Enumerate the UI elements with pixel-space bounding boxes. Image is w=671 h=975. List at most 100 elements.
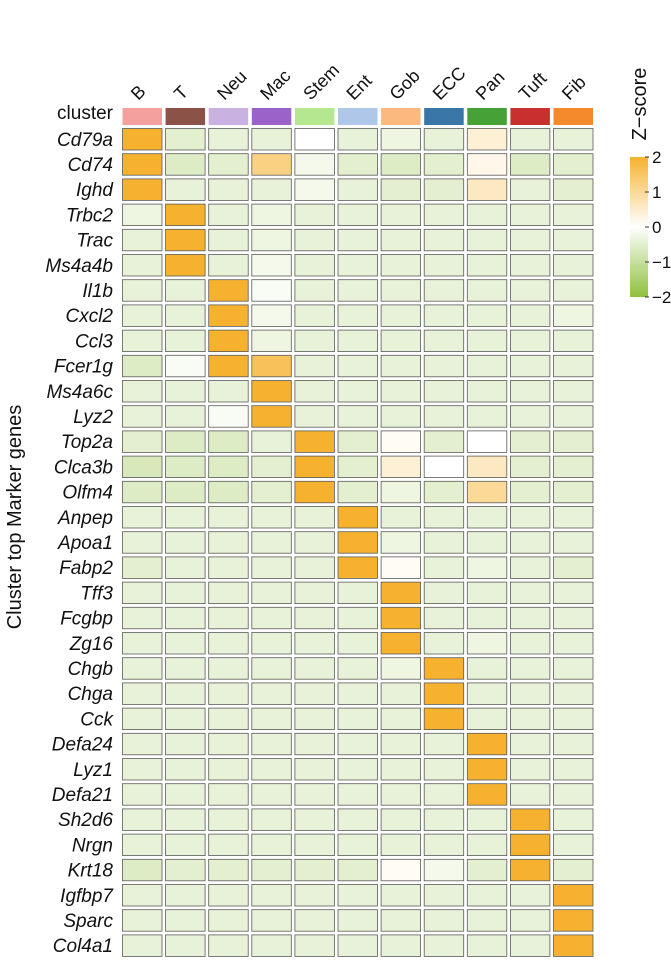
cluster-row-label: cluster: [57, 103, 114, 124]
heatmap-cell: [380, 758, 422, 781]
heatmap-cell: [553, 858, 594, 882]
heatmap-cell: [251, 606, 292, 630]
heatmap-cell: [337, 153, 378, 176]
column-label-tuft: Tuft: [515, 68, 551, 104]
heatmap-cell: [337, 203, 378, 227]
heatmap-cell: [122, 455, 163, 479]
heatmap-cell: [553, 732, 594, 756]
heatmap-cell: [380, 480, 422, 504]
heatmap-cell: [553, 153, 594, 176]
heatmap-cell: [423, 934, 465, 957]
heatmap-cell: [337, 506, 378, 529]
heatmap-cell: [251, 884, 292, 907]
heatmap-cell: [165, 228, 206, 252]
heatmap-cell: [208, 329, 249, 353]
heatmap-cell: [509, 430, 551, 453]
heatmap-cell: [251, 480, 292, 504]
heatmap-cell: [294, 682, 335, 705]
gene-label: Krt18: [68, 861, 114, 882]
heatmap-cell: [122, 228, 163, 252]
gene-label: Il1b: [82, 281, 113, 302]
heatmap-cell: [509, 632, 551, 655]
cluster-swatch-tuft: [510, 108, 550, 125]
heatmap-cell: [122, 556, 163, 579]
heatmap-cell: [466, 606, 508, 630]
heatmap-cell: [380, 430, 422, 453]
heatmap-cell: [122, 329, 163, 353]
heatmap-cell: [337, 884, 378, 907]
heatmap-cell: [122, 480, 163, 504]
heatmap-cell: [208, 581, 249, 604]
heatmap-cell: [553, 128, 594, 151]
heatmap-cell: [337, 178, 378, 201]
heatmap-cell: [380, 606, 422, 630]
heatmap-cell: [466, 203, 508, 227]
heatmap-cell: [466, 480, 508, 504]
heatmap-cell: [553, 531, 594, 554]
cluster-swatch-pan: [467, 108, 507, 125]
heatmap-cell: [251, 858, 292, 882]
heatmap-cell: [208, 909, 249, 932]
heatmap-cell: [337, 354, 378, 378]
heatmap-cell: [509, 808, 551, 831]
heatmap-cell: [509, 783, 551, 806]
heatmap-cell: [337, 380, 378, 403]
heatmap-cell: [509, 732, 551, 756]
heatmap-cell: [509, 934, 551, 957]
heatmap-cell: [251, 153, 292, 176]
column-label-t: T: [170, 82, 192, 104]
heatmap-cell: [380, 858, 422, 882]
heatmap-cell: [122, 128, 163, 151]
heatmap-cell: [251, 808, 292, 831]
heatmap-cell: [294, 380, 335, 403]
heatmap-cell: [380, 455, 422, 479]
heatmap-cell: [380, 682, 422, 705]
heatmap-cell: [122, 606, 163, 630]
heatmap-cell: [380, 581, 422, 604]
cluster-swatch-ecc: [424, 108, 464, 125]
heatmap-cell: [423, 783, 465, 806]
heatmap-cell: [294, 153, 335, 176]
gene-label: Ccl3: [75, 331, 113, 352]
heatmap-cell: [122, 934, 163, 957]
cluster-swatch-fib: [553, 108, 593, 125]
heatmap-cell: [423, 405, 465, 428]
heatmap-cell: [294, 128, 335, 151]
heatmap-cell: [380, 279, 422, 302]
heatmap-cell: [122, 732, 163, 756]
heatmap-cell: [466, 758, 508, 781]
heatmap-cell: [208, 531, 249, 554]
heatmap-cell: [251, 178, 292, 201]
heatmap-cell: [423, 178, 465, 201]
heatmap-cell: [251, 581, 292, 604]
heatmap-cell: [466, 178, 508, 201]
gene-label: Cd74: [68, 155, 113, 176]
heatmap-cell: [553, 178, 594, 201]
heatmap-cell: [165, 279, 206, 302]
heatmap-cell: [337, 632, 378, 655]
heatmap-cell: [208, 203, 249, 227]
gene-label: Col4a1: [53, 936, 113, 957]
gene-label: Sparc: [63, 911, 113, 932]
heatmap-cell: [337, 732, 378, 756]
heatmap-cell: [380, 329, 422, 353]
heatmap-cell: [122, 632, 163, 655]
heatmap-cell: [294, 632, 335, 655]
gene-label: Top2a: [61, 432, 113, 453]
heatmap-cell: [165, 934, 206, 957]
heatmap-cell: [294, 531, 335, 554]
gene-label: Nrgn: [72, 835, 113, 856]
heatmap-cell: [165, 556, 206, 579]
heatmap-cell: [165, 758, 206, 781]
heatmap-cell: [294, 228, 335, 252]
heatmap-cell: [423, 632, 465, 655]
heatmap-cell: [208, 783, 249, 806]
heatmap-cell: [466, 455, 508, 479]
heatmap-cell: [423, 329, 465, 353]
heatmap-cell: [251, 732, 292, 756]
heatmap-cell: [294, 884, 335, 907]
heatmap-cell: [423, 657, 465, 680]
heatmap-cell: [466, 657, 508, 680]
heatmap-cell: [251, 783, 292, 806]
